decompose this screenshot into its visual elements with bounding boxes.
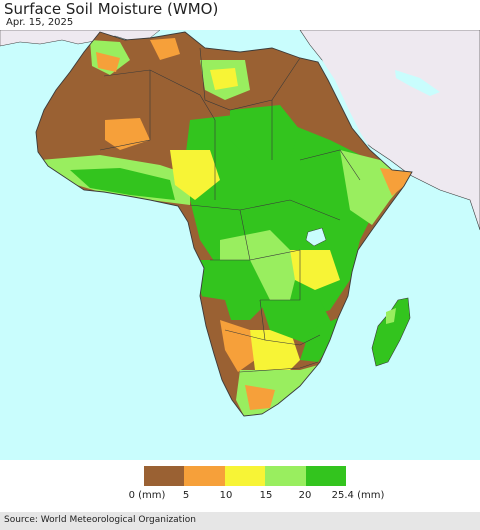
- map-title: Surface Soil Moisture (WMO): [4, 0, 219, 18]
- arabian-gulf: [395, 70, 440, 96]
- legend-swatch-15-20: [265, 466, 306, 486]
- legend-swatch-20-25: [305, 466, 347, 486]
- lake-victoria: [305, 227, 327, 247]
- moisture-zone-morocco-orange: [96, 52, 120, 72]
- legend-swatch-5-10: [184, 466, 225, 486]
- footer-bar: [0, 512, 480, 530]
- moisture-zone-south-africa-orange: [245, 385, 275, 410]
- legend-colorbar: [144, 466, 347, 486]
- moisture-zone-west-green: [70, 168, 175, 200]
- soil-moisture-map: [0, 30, 480, 460]
- legend-label-20: 20: [298, 490, 312, 501]
- legend-label-25: 25.4 (mm): [331, 490, 385, 501]
- map-date: Apr. 15, 2025: [6, 17, 74, 28]
- europe-landmass: [0, 30, 161, 47]
- country-borders: [99, 47, 361, 373]
- legend-label-10: 10: [219, 490, 233, 501]
- moisture-zone-nile-wet: [230, 105, 300, 160]
- moisture-zone-tunisia: [150, 38, 180, 60]
- legend-swatch-0-5: [144, 466, 185, 486]
- legend-label-15: 15: [259, 490, 273, 501]
- madagascar: [371, 297, 411, 367]
- legend-label-0: 0 (mm): [128, 490, 166, 501]
- legend-swatch-10-15: [224, 466, 266, 486]
- moisture-zone-namibia-orange: [220, 320, 255, 372]
- moisture-zone-horn-dry: [380, 168, 412, 196]
- moisture-zone-tanzania-yellow: [290, 250, 340, 290]
- moisture-zone-mozambique-green: [300, 318, 338, 362]
- moisture-zone-botswana-yellow: [250, 330, 300, 380]
- moisture-zone-north-algeria-yellow: [210, 68, 238, 90]
- moisture-zone-namibia-dry: [200, 296, 240, 395]
- africa-coastline: [35, 31, 413, 417]
- source-credit: Source: World Meteorological Organizatio…: [4, 515, 196, 525]
- legend-label-5: 5: [182, 490, 190, 501]
- moisture-zone-central-yellow: [170, 150, 220, 200]
- madagascar-dry: [386, 308, 396, 324]
- red-sea: [318, 60, 370, 150]
